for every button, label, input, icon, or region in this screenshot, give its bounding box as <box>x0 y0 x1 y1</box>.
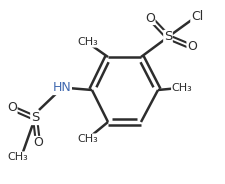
Text: HN: HN <box>52 82 71 95</box>
Text: O: O <box>33 137 43 149</box>
Text: S: S <box>163 31 171 43</box>
Text: CH₃: CH₃ <box>77 37 98 47</box>
Text: O: O <box>144 11 154 24</box>
Text: CH₃: CH₃ <box>77 134 98 144</box>
Text: S: S <box>31 112 39 125</box>
Text: O: O <box>186 40 196 54</box>
Text: CH₃: CH₃ <box>171 83 191 93</box>
Text: CH₃: CH₃ <box>8 152 28 162</box>
Text: Cl: Cl <box>190 10 202 22</box>
Text: O: O <box>7 102 17 114</box>
